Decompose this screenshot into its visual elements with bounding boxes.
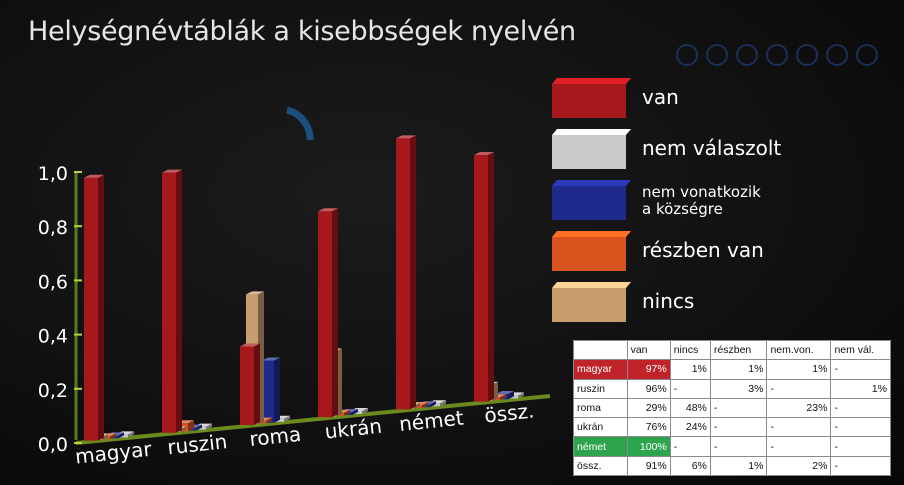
- legend-item: nincs: [552, 282, 882, 328]
- legend-label: nem vonatkozik a községre: [642, 183, 761, 218]
- table-row: ukrán 76% 24% - - -: [573, 417, 891, 438]
- table-cell: 1%: [766, 359, 832, 380]
- table-cell: 29%: [626, 397, 671, 419]
- floor-edge: [75, 394, 551, 445]
- table-cell: 6%: [669, 455, 711, 477]
- table-header-cell: nem vál.: [830, 339, 891, 361]
- chart-title: Helységnévtáblák a kisebbségek nyelvén: [28, 16, 576, 47]
- bar-van-össz.: [474, 151, 494, 402]
- category-label: roma: [248, 422, 302, 451]
- table-cell: 91%: [626, 455, 671, 477]
- table-row: ruszin 96% -3% -1%: [573, 378, 891, 399]
- decorative-ring-icon: [706, 44, 728, 66]
- y-tick-label: 0,2: [38, 380, 68, 402]
- category-label: össz.: [483, 398, 535, 427]
- table-row: magyar 97% 1% 1% 1% -: [573, 359, 891, 380]
- table-header-cell: nem.von.: [766, 339, 832, 361]
- table-header-cell: részben: [709, 339, 768, 361]
- y-tick-label: 0,6: [38, 271, 68, 293]
- legend-item: nem vonatkozik a községre: [552, 180, 882, 226]
- table-cell: -: [830, 417, 891, 438]
- decorative-ring-icon: [826, 44, 848, 66]
- table-row-header: roma: [573, 397, 628, 419]
- table-row: roma 29% 48% -23% -: [573, 397, 891, 419]
- table-cell: 1%: [709, 455, 768, 477]
- decorative-ring-icon: [676, 44, 698, 66]
- bar-van-ukrán: [318, 208, 338, 418]
- table-cell: -: [669, 378, 711, 399]
- table-header-cell: [573, 339, 628, 361]
- legend-swatch: [552, 288, 626, 322]
- bar-nem-vonatkozik-a-községre-roma: [262, 357, 280, 423]
- y-tick-label: 0,8: [38, 217, 68, 239]
- legend-swatch: [552, 186, 626, 220]
- decorative-ring-icon: [856, 44, 878, 66]
- legend-item: van: [552, 78, 882, 124]
- table-cell: 1%: [830, 378, 891, 399]
- table-cell: -: [709, 436, 768, 457]
- category-label: ukrán: [323, 414, 383, 444]
- table-cell: -: [766, 417, 832, 438]
- table-row: össz. 91% 6% 1% 2% -: [573, 455, 891, 477]
- category-label: ruszin: [166, 429, 228, 459]
- legend-swatch: [552, 135, 626, 169]
- legend-label: van: [642, 85, 679, 109]
- legend-item: nem válaszolt: [552, 129, 882, 175]
- legend-label: részben van: [642, 238, 764, 262]
- y-tick-label: 1,0: [38, 163, 68, 185]
- table-row-header: magyar: [573, 359, 628, 380]
- legend-label: nem válaszolt: [642, 136, 782, 160]
- table-cell: 3%: [709, 378, 768, 399]
- table-cell: 23%: [766, 397, 832, 419]
- table-row-header: ruszin: [573, 378, 628, 399]
- legend-item: részben van: [552, 231, 882, 277]
- legend-label: nincs: [642, 289, 695, 313]
- decorative-ring-icon: [736, 44, 758, 66]
- table-cell: 1%: [709, 359, 768, 380]
- legend-swatch: [552, 84, 626, 118]
- table-row-header: ukrán: [573, 417, 628, 438]
- table-cell: 96%: [626, 378, 671, 399]
- table-row-header: német: [573, 436, 628, 457]
- bar-van-német: [396, 135, 416, 410]
- table-cell: -: [669, 436, 711, 457]
- y-tick-label: 0,4: [38, 326, 68, 348]
- table-cell: -: [709, 417, 768, 438]
- y-tick-label: 0,0: [38, 434, 68, 456]
- table-cell: -: [830, 455, 891, 477]
- table-cell: 76%: [626, 417, 671, 438]
- table-cell: -: [830, 397, 891, 419]
- table-cell: 97%: [626, 359, 671, 380]
- table-cell: -: [709, 397, 768, 419]
- table-cell: 100%: [626, 436, 671, 457]
- table-header-cell: nincs: [669, 339, 711, 361]
- table-header-cell: van: [626, 339, 671, 361]
- bar-van-magyar: [84, 174, 104, 441]
- table-row: német 100% - - - -: [573, 436, 891, 457]
- decorative-ring-icon: [796, 44, 818, 66]
- table-cell: 2%: [766, 455, 832, 477]
- table-cell: -: [830, 359, 891, 380]
- table-cell: -: [766, 436, 832, 457]
- table-cell: 1%: [669, 359, 711, 380]
- bar-van-roma: [240, 343, 260, 425]
- table-cell: -: [830, 436, 891, 457]
- decorative-ring-icon: [766, 44, 788, 66]
- legend-swatch: [552, 237, 626, 271]
- bar-van-ruszin: [162, 169, 182, 433]
- decorative-arc-icon: [285, 106, 314, 141]
- table-cell: 24%: [669, 417, 711, 438]
- table-row-header: össz.: [573, 455, 628, 477]
- table-cell: -: [766, 378, 832, 399]
- table-cell: 48%: [669, 397, 711, 419]
- table-header-row: van nincs részben nem.von. nem vál.: [573, 339, 891, 361]
- data-table: van nincs részben nem.von. nem vál. magyar 97%…: [573, 339, 891, 477]
